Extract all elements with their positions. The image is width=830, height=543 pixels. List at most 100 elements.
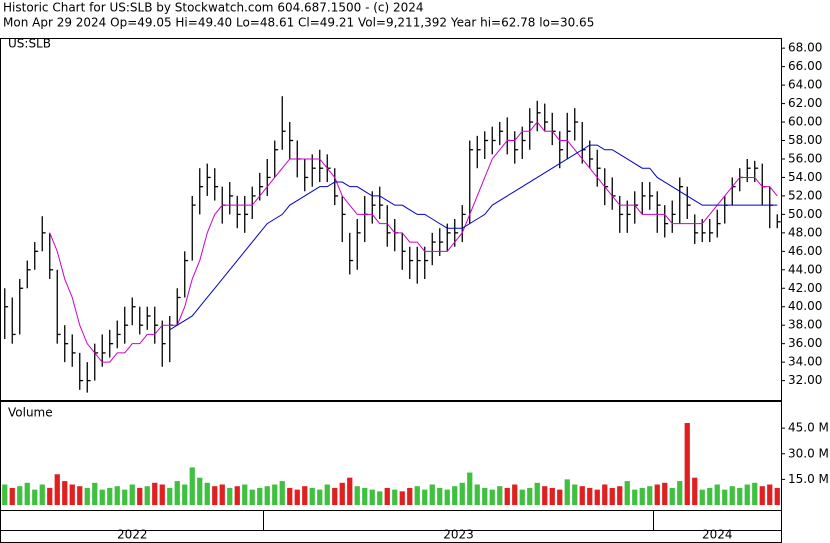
volume-bar — [774, 487, 780, 505]
y-tick-label: 38.00 — [788, 318, 822, 332]
volume-bar — [2, 484, 8, 505]
volume-bar — [729, 486, 735, 505]
volume-bar — [242, 484, 248, 505]
y-tick-label: 32.00 — [788, 373, 822, 387]
volume-bar — [647, 486, 653, 505]
volume-bar — [744, 484, 750, 505]
volume-bar — [609, 487, 615, 505]
volume-bar — [212, 486, 218, 505]
volume-bar — [474, 484, 480, 505]
volume-bar — [617, 486, 623, 505]
y-tick-label: 40.00 — [788, 299, 822, 313]
x-tick-label: 2023 — [443, 528, 474, 542]
volume-bar — [114, 486, 120, 505]
volume-bar — [669, 487, 675, 505]
volume-bar — [459, 482, 465, 505]
volume-bar — [77, 486, 83, 505]
volume-bar — [767, 484, 773, 505]
volume-bar — [107, 487, 113, 505]
volume-bar — [444, 489, 450, 505]
volume-bar — [369, 489, 375, 505]
volume-bar — [159, 484, 165, 505]
volume-bar — [579, 486, 585, 505]
volume-bar — [549, 487, 555, 505]
x-tick-label: 2024 — [702, 528, 733, 542]
volume-bar — [519, 489, 525, 505]
volume-bar — [272, 484, 278, 505]
volume-bar — [362, 487, 368, 505]
volume-bar — [534, 482, 540, 505]
y-tick-label: 54.00 — [788, 170, 822, 184]
volume-bar — [302, 486, 308, 505]
volume-bar — [489, 489, 495, 505]
volume-bar — [497, 486, 503, 505]
volume-bar — [684, 423, 690, 505]
volume-bar — [279, 481, 285, 505]
volume-bar — [699, 489, 705, 505]
y-tick-label: 60.00 — [788, 115, 822, 129]
y-tick-label: 52.00 — [788, 188, 822, 202]
volume-bar — [234, 486, 240, 505]
volume-bar — [249, 489, 255, 505]
volume-bar — [564, 479, 570, 505]
volume-bar — [482, 487, 488, 505]
volume-bar — [399, 491, 405, 505]
volume-bar — [384, 487, 390, 505]
volume-bar — [69, 484, 75, 505]
volume-bar — [692, 477, 698, 505]
volume-bar — [452, 486, 458, 505]
volume-bar — [219, 484, 225, 505]
volume-bar — [722, 489, 728, 505]
volume-bar — [557, 489, 563, 505]
volume-bar — [752, 482, 758, 505]
y-tick-label: 66.00 — [788, 59, 822, 73]
y-tick-label: 45.0 M — [788, 421, 829, 435]
volume-bar — [407, 487, 413, 505]
moving-average — [169, 144, 778, 331]
volume-bar — [504, 487, 510, 505]
volume-bar — [39, 484, 45, 505]
volume-bar — [654, 484, 660, 505]
volume-bar — [84, 487, 90, 505]
symbol-label: US:SLB — [8, 37, 51, 51]
volume-bar — [227, 487, 233, 505]
volume-bar — [137, 487, 143, 505]
y-tick-label: 34.00 — [788, 355, 822, 369]
volume-bar — [624, 481, 630, 505]
y-tick-label: 30.0 M — [788, 446, 829, 460]
volume-bar — [317, 489, 323, 505]
volume-bar — [437, 487, 443, 505]
volume-bar — [257, 487, 263, 505]
volume-bar — [339, 482, 345, 505]
volume-bar — [512, 484, 518, 505]
y-tick-label: 15.0 M — [788, 472, 829, 486]
volume-bar — [602, 484, 608, 505]
y-tick-label: 36.00 — [788, 336, 822, 350]
volume-bar — [17, 486, 23, 505]
volume-bar — [152, 482, 158, 505]
x-tick-label: 2022 — [117, 528, 148, 542]
y-tick-label: 44.00 — [788, 262, 822, 276]
volume-bar — [392, 489, 398, 505]
volume-bar — [197, 477, 203, 505]
volume-bar — [287, 487, 293, 505]
y-tick-label: 48.00 — [788, 225, 822, 239]
volume-bar — [144, 486, 150, 505]
volume-bar — [174, 481, 180, 505]
volume-bar — [47, 487, 53, 505]
price-panel — [0, 38, 782, 401]
volume-bar — [167, 487, 173, 505]
y-tick-label: 62.00 — [788, 96, 822, 110]
y-tick-label: 50.00 — [788, 207, 822, 221]
volume-bar — [662, 482, 668, 505]
volume-bar — [92, 482, 98, 505]
volume-bar — [354, 486, 360, 505]
volume-bar — [422, 489, 428, 505]
y-tick-label: 42.00 — [788, 281, 822, 295]
volume-bar — [9, 487, 15, 505]
y-tick-label: 68.00 — [788, 41, 822, 55]
volume-bar — [62, 481, 68, 505]
volume-bar — [204, 482, 210, 505]
